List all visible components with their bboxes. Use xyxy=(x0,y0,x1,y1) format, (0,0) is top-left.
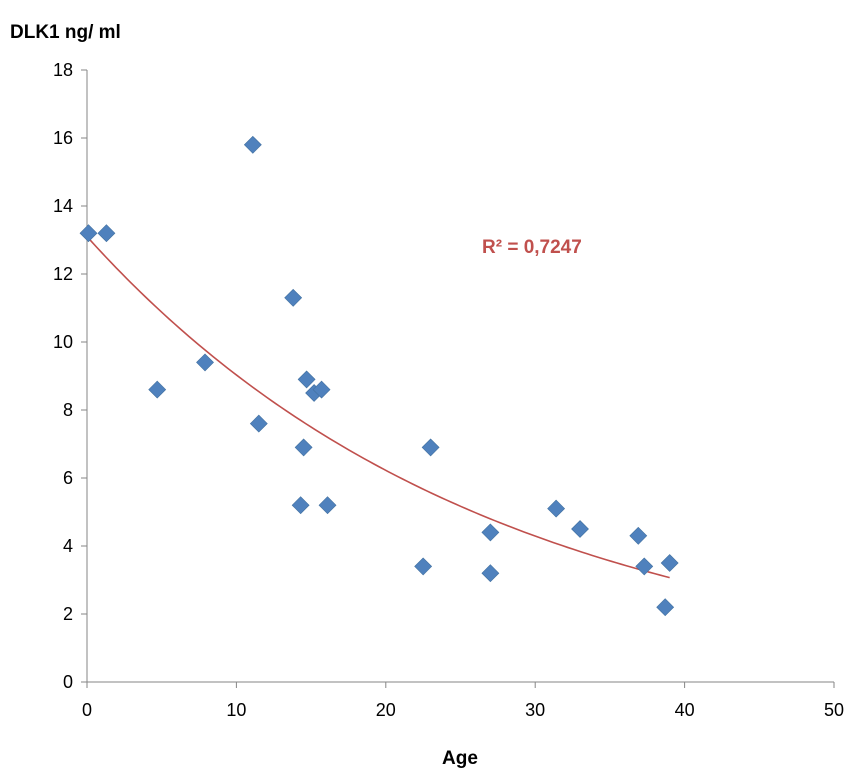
x-tick-label: 0 xyxy=(82,700,92,720)
data-point xyxy=(481,523,500,542)
x-axis-title: Age xyxy=(442,748,478,768)
y-tick-label: 6 xyxy=(63,468,73,488)
x-tick-label: 40 xyxy=(675,700,695,720)
data-point xyxy=(571,520,589,538)
data-point xyxy=(294,438,313,457)
data-point xyxy=(318,496,337,515)
axes xyxy=(86,70,834,683)
data-point xyxy=(547,499,566,518)
x-tick-label: 20 xyxy=(376,700,396,720)
data-point xyxy=(243,135,262,154)
data-point xyxy=(421,438,440,457)
data-point xyxy=(148,380,167,399)
r-squared-annotation: R² = 0,7247 xyxy=(482,237,582,258)
y-tick-label: 8 xyxy=(63,400,73,420)
y-axis-ticks: 0 2 4 6 8 10 12 14 16 18 xyxy=(53,60,87,692)
x-tick-label: 30 xyxy=(525,700,545,720)
y-tick-label: 0 xyxy=(63,672,73,692)
data-point xyxy=(312,380,331,399)
y-tick-label: 4 xyxy=(63,536,73,556)
data-point xyxy=(656,598,675,617)
data-point xyxy=(196,353,214,372)
x-axis-ticks: 0 10 20 30 40 50 xyxy=(82,682,844,720)
data-point xyxy=(481,564,500,583)
data-point xyxy=(635,557,654,576)
y-tick-label: 12 xyxy=(53,264,73,284)
data-point xyxy=(284,288,303,307)
y-tick-label: 10 xyxy=(53,332,73,352)
y-axis-title: DLK1 ng/ ml xyxy=(10,22,121,43)
y-tick-label: 18 xyxy=(53,60,73,80)
data-point xyxy=(97,224,116,243)
y-tick-label: 16 xyxy=(53,128,73,148)
y-tick-label: 14 xyxy=(53,196,73,216)
data-point xyxy=(79,224,98,243)
trendline xyxy=(86,236,670,579)
data-point xyxy=(629,526,648,545)
y-tick-label: 2 xyxy=(63,604,73,624)
x-tick-label: 10 xyxy=(226,700,246,720)
data-point xyxy=(297,370,316,389)
x-tick-label: 50 xyxy=(824,700,844,720)
data-point xyxy=(249,414,268,433)
data-points xyxy=(79,135,679,617)
data-point xyxy=(291,496,310,515)
data-point xyxy=(660,554,679,572)
data-point xyxy=(414,557,433,576)
